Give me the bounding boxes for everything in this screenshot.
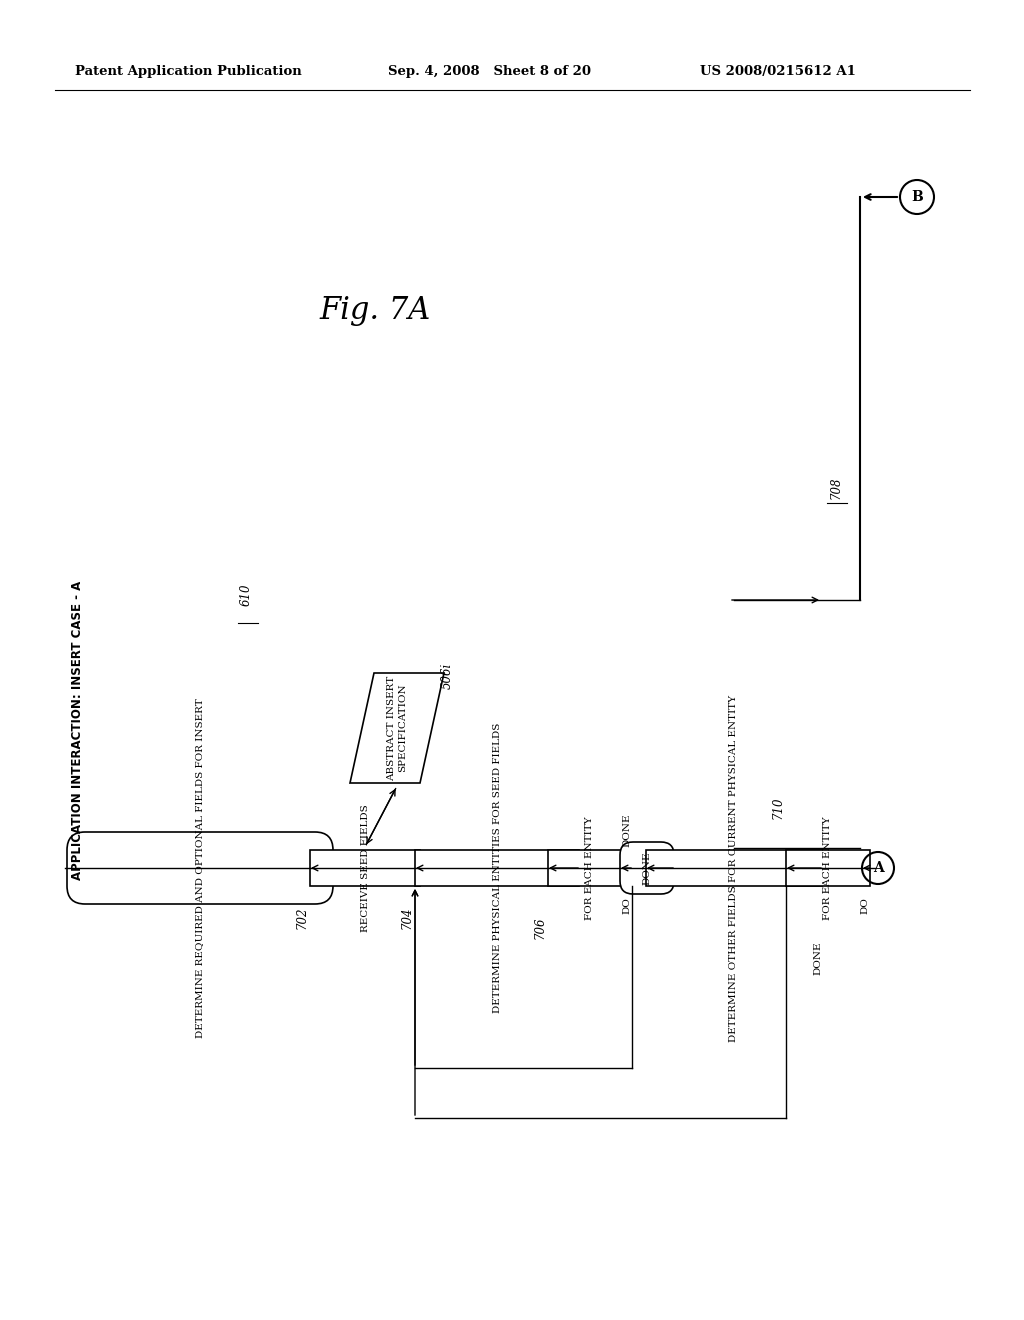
Text: 702: 702 <box>296 907 308 929</box>
Text: DETERMINE OTHER FIELDS FOR CURRENT PHYSICAL ENTITY: DETERMINE OTHER FIELDS FOR CURRENT PHYSI… <box>729 694 738 1041</box>
Text: DETERMINE REQUIRED AND OPTIONAL FIELDS FOR INSERT: DETERMINE REQUIRED AND OPTIONAL FIELDS F… <box>196 698 205 1038</box>
Text: DO: DO <box>860 898 869 915</box>
Text: RECEIVE SEED FIELDS: RECEIVE SEED FIELDS <box>360 804 370 932</box>
Text: APPLICATION INTERACTION: INSERT CASE - A: APPLICATION INTERACTION: INSERT CASE - A <box>72 581 85 879</box>
Text: DONE: DONE <box>623 813 632 846</box>
Text: DONE: DONE <box>642 851 651 884</box>
Text: US 2008/0215612 A1: US 2008/0215612 A1 <box>700 66 856 78</box>
Text: FOR EACH ENTITY: FOR EACH ENTITY <box>586 816 595 920</box>
Text: Fig. 7A: Fig. 7A <box>319 294 431 326</box>
Text: Patent Application Publication: Patent Application Publication <box>75 66 302 78</box>
Bar <box>786 850 870 886</box>
Text: DO: DO <box>623 898 632 915</box>
Text: FOR EACH ENTITY: FOR EACH ENTITY <box>823 816 833 920</box>
Text: DONE: DONE <box>813 941 822 974</box>
Text: 710: 710 <box>771 797 784 820</box>
Text: 704: 704 <box>400 907 414 929</box>
FancyBboxPatch shape <box>67 832 333 904</box>
Text: 506i: 506i <box>440 663 454 689</box>
FancyBboxPatch shape <box>620 842 674 894</box>
Bar <box>310 850 420 886</box>
Polygon shape <box>350 673 444 783</box>
Text: 708: 708 <box>830 477 843 499</box>
Text: ABSTRACT INSERT
SPECIFICATION: ABSTRACT INSERT SPECIFICATION <box>387 676 407 780</box>
Text: Sep. 4, 2008   Sheet 8 of 20: Sep. 4, 2008 Sheet 8 of 20 <box>388 66 591 78</box>
Text: 610: 610 <box>240 583 253 606</box>
Bar <box>415 850 579 886</box>
Text: A: A <box>872 861 884 875</box>
Text: DETERMINE PHYSICAL ENTITIES FOR SEED FIELDS: DETERMINE PHYSICAL ENTITIES FOR SEED FIE… <box>493 723 502 1014</box>
Text: 706: 706 <box>534 917 547 940</box>
Text: B: B <box>911 190 923 205</box>
Bar <box>548 850 632 886</box>
Bar <box>646 850 822 886</box>
